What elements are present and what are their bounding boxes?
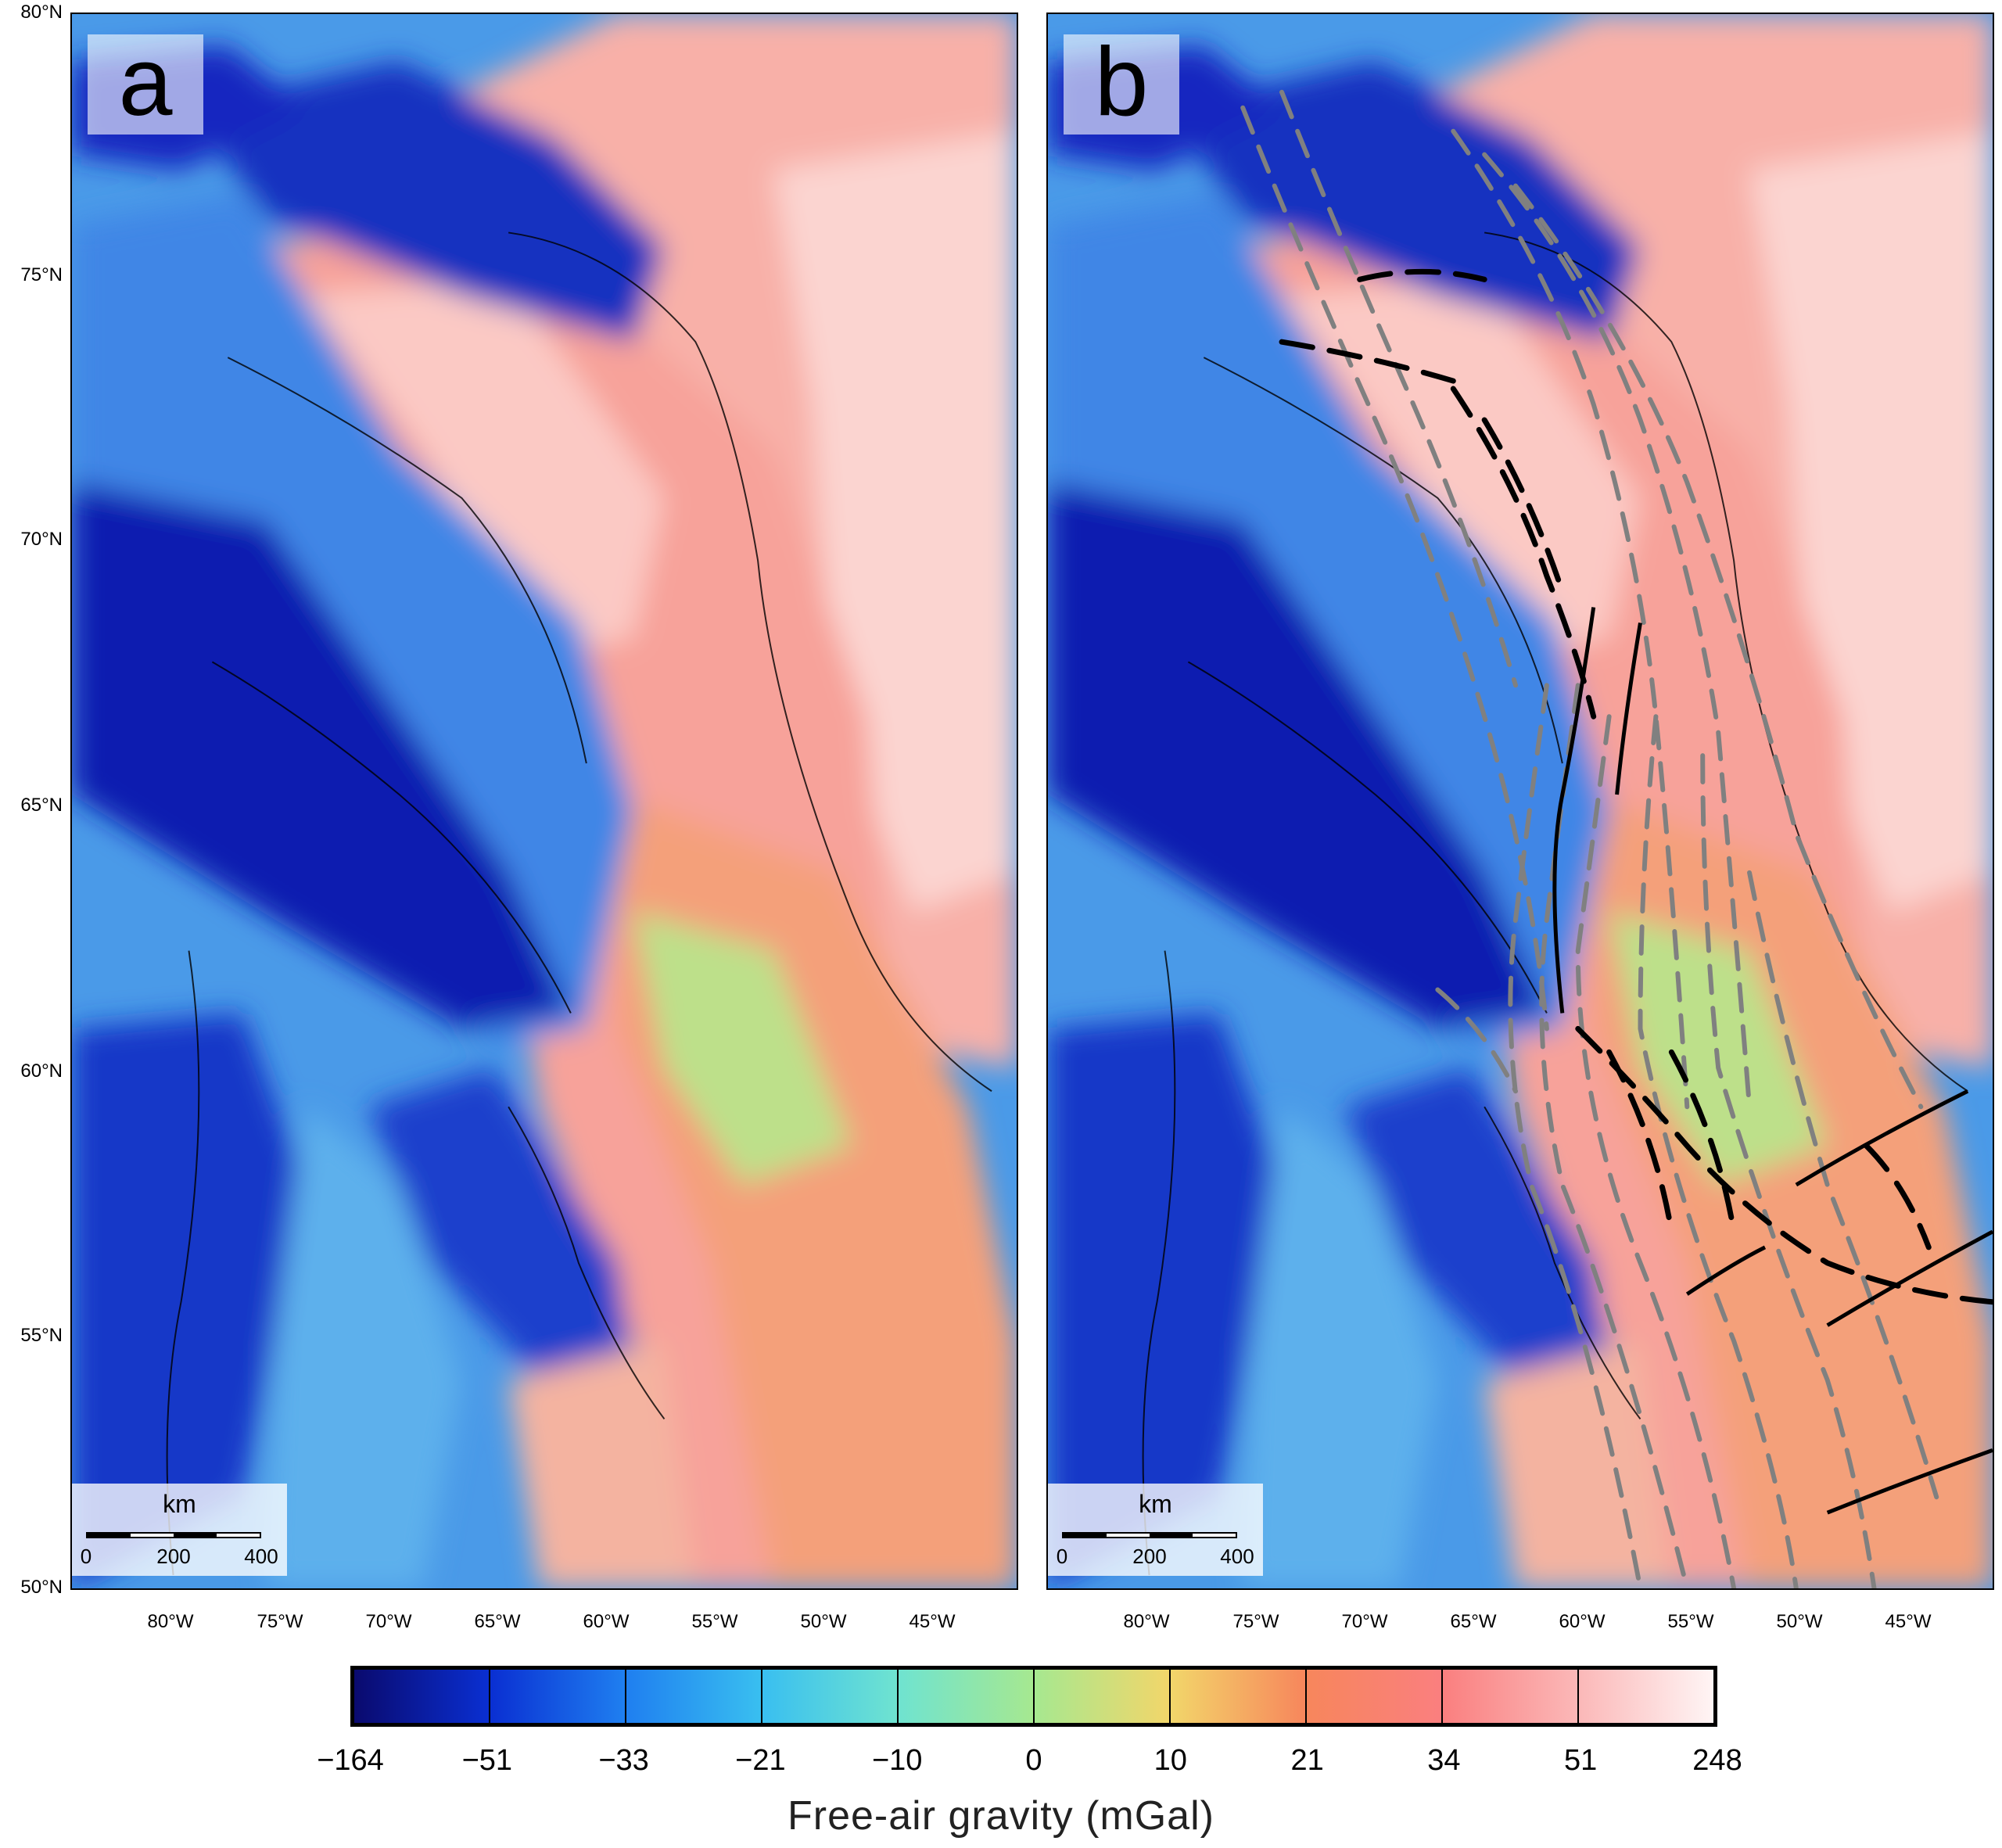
scale-bar: km 0 200 400 (72, 1484, 287, 1576)
map-panel-b: b km 0 200 400 (1046, 13, 1994, 1590)
colorbar-segment (1171, 1670, 1307, 1723)
colorbar-segment (1307, 1670, 1443, 1723)
colorbar-title: Free-air gravity (mGal) (788, 1793, 1214, 1839)
lon-label: 45°W (1885, 1611, 1932, 1632)
colorbar (350, 1666, 1717, 1727)
colorbar-tick-label: 51 (1564, 1744, 1598, 1777)
scale-bar-graphic (86, 1532, 261, 1538)
scale-tick: 200 (1132, 1545, 1167, 1568)
black-solid-faults (1552, 607, 1993, 1515)
lat-label: 55°N (20, 1325, 63, 1346)
lat-label: 50°N (20, 1577, 63, 1598)
lat-label: 65°N (20, 795, 63, 816)
colorbar-segment (1035, 1670, 1171, 1723)
lon-label: 65°W (474, 1611, 521, 1632)
colorbar-segment (1443, 1670, 1579, 1723)
scale-tick: 200 (156, 1545, 191, 1568)
scale-bar-graphic (1062, 1532, 1237, 1538)
gravity-map-a (72, 14, 1017, 1588)
lat-label: 80°N (20, 2, 63, 23)
lon-label: 70°W (365, 1611, 412, 1632)
lat-label: 60°N (20, 1060, 63, 1082)
lon-label: 70°W (1341, 1611, 1388, 1632)
colorbar-tick-label: 34 (1427, 1744, 1461, 1777)
colorbar-segment (354, 1670, 490, 1723)
gravity-map-b (1048, 14, 1993, 1588)
colorbar-segment (762, 1670, 899, 1723)
lon-label: 50°W (800, 1611, 847, 1632)
lon-label: 75°W (1232, 1611, 1279, 1632)
panel-letter: a (88, 34, 203, 135)
colorbar-tick-label: 21 (1290, 1744, 1324, 1777)
colorbar-tick-label: −164 (317, 1744, 384, 1777)
lon-label: 55°W (691, 1611, 738, 1632)
scale-tick: 400 (244, 1545, 278, 1568)
lat-label: 70°N (20, 529, 63, 550)
lon-label: 60°W (1559, 1611, 1606, 1632)
scale-unit: km (163, 1490, 196, 1518)
lon-label: 50°W (1776, 1611, 1823, 1632)
map-panel-a: a km 0 200 400 (70, 13, 1018, 1590)
black-faults (1279, 268, 1993, 1305)
lon-label: 65°W (1450, 1611, 1497, 1632)
lon-label: 55°W (1667, 1611, 1714, 1632)
colorbar-segment (490, 1670, 626, 1723)
colorbar-tick-label: 0 (1025, 1744, 1042, 1777)
colorbar-tick-label: 10 (1153, 1744, 1187, 1777)
lon-label: 60°W (583, 1611, 630, 1632)
colorbar-tick-label: 248 (1692, 1744, 1742, 1777)
colorbar-segment (626, 1670, 762, 1723)
colorbar-tick-label: −51 (461, 1744, 513, 1777)
colorbar-segment (1579, 1670, 1713, 1723)
colorbar-segment (899, 1670, 1035, 1723)
colorbar-tick-label: −33 (598, 1744, 649, 1777)
scale-tick: 0 (80, 1545, 92, 1568)
lon-label: 80°W (147, 1611, 194, 1632)
scale-bar: km 0 200 400 (1048, 1484, 1263, 1576)
lon-label: 80°W (1123, 1611, 1170, 1632)
scale-tick: 400 (1220, 1545, 1254, 1568)
panel-letter: b (1064, 34, 1179, 135)
lat-label: 75°N (20, 264, 63, 285)
scale-tick: 0 (1056, 1545, 1068, 1568)
lon-label: 75°W (257, 1611, 303, 1632)
lon-label: 45°W (909, 1611, 956, 1632)
scale-unit: km (1139, 1490, 1172, 1518)
colorbar-tick-label: −21 (735, 1744, 786, 1777)
colorbar-tick-label: −10 (871, 1744, 923, 1777)
